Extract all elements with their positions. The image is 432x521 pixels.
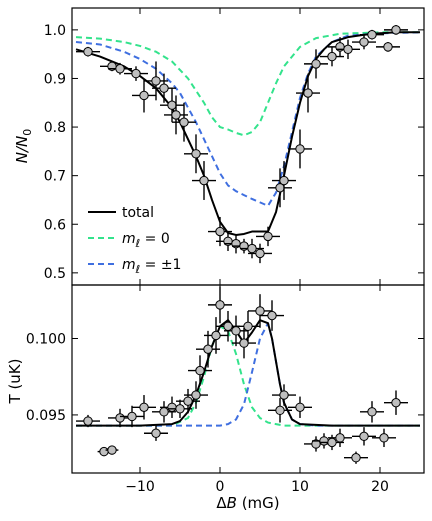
x-tick-label: 10 bbox=[291, 479, 309, 495]
bottom-data-point bbox=[175, 404, 185, 414]
top-data-point bbox=[167, 100, 177, 110]
bottom-data-point bbox=[151, 428, 161, 438]
bottom-data-point bbox=[183, 396, 193, 406]
bottom-data-point bbox=[203, 344, 213, 354]
top-data-point bbox=[199, 175, 209, 186]
top-data-point bbox=[83, 47, 93, 57]
top-data-point bbox=[179, 117, 189, 127]
top-data-point bbox=[303, 88, 313, 98]
bottom-data-point bbox=[327, 437, 337, 448]
bottom-data-point bbox=[351, 453, 361, 463]
top-data-point bbox=[279, 175, 289, 186]
x-tick-label: −10 bbox=[125, 479, 155, 495]
bottom-data-point bbox=[115, 413, 125, 423]
top-data-point bbox=[255, 248, 265, 259]
bottom-data-point bbox=[127, 411, 137, 422]
top-data-point bbox=[151, 76, 161, 86]
top-data-point bbox=[343, 44, 353, 55]
bottom-panel: 0.095 0.100 −10 0 10 20 T (uK) ΔB (mG) bbox=[6, 284, 425, 512]
bottom-y-axis-label: T (uK) bbox=[6, 359, 24, 405]
top-data-point bbox=[247, 243, 257, 254]
top-y-tick-label: 0.9 bbox=[44, 71, 66, 87]
top-data-point bbox=[159, 83, 169, 93]
bottom-data-point bbox=[159, 407, 169, 417]
top-data-points bbox=[76, 25, 408, 264]
top-data-point bbox=[139, 90, 149, 101]
bottom-data-point bbox=[319, 436, 329, 446]
bottom-data-point bbox=[255, 306, 265, 316]
bottom-data-point bbox=[211, 330, 221, 341]
bottom-data-points bbox=[76, 286, 408, 464]
bottom-y-tick-label: 0.095 bbox=[26, 408, 66, 424]
x-axis-label: ΔB (mG) bbox=[216, 494, 279, 512]
bottom-data-point bbox=[275, 405, 285, 416]
top-y-tick-label: 0.8 bbox=[44, 120, 66, 136]
bottom-data-point bbox=[267, 310, 277, 321]
bottom-data-point bbox=[195, 365, 205, 376]
top-data-point bbox=[131, 68, 141, 79]
legend: total mℓ = 0 mℓ = ±1 bbox=[88, 205, 181, 276]
bottom-y-tick-label: 0.100 bbox=[26, 331, 66, 347]
bottom-data-point bbox=[295, 402, 305, 412]
top-y-tick-label: 0.7 bbox=[44, 169, 66, 185]
x-tick-label: 0 bbox=[216, 479, 225, 495]
legend-label-total: total bbox=[122, 205, 154, 221]
bottom-x-axis: −10 0 10 20 bbox=[125, 285, 389, 495]
top-y-axis: 0.5 0.6 0.7 0.8 0.9 1.0 bbox=[44, 23, 424, 282]
top-data-point bbox=[115, 64, 125, 74]
legend-label-m0: mℓ = 0 bbox=[122, 231, 170, 250]
top-data-point bbox=[263, 231, 273, 242]
bottom-data-point bbox=[231, 326, 241, 336]
legend-label-m1: mℓ = ±1 bbox=[122, 257, 181, 276]
bottom-data-point bbox=[311, 439, 321, 449]
bottom-plot-frame bbox=[71, 284, 425, 474]
top-data-point bbox=[391, 25, 401, 35]
top-data-point bbox=[311, 59, 321, 69]
top-y-tick-label: 0.6 bbox=[44, 217, 66, 233]
top-data-point bbox=[215, 226, 225, 237]
bottom-data-point bbox=[223, 321, 233, 331]
top-x-axis bbox=[139, 8, 381, 285]
bottom-data-point bbox=[191, 390, 201, 400]
top-series-m0 bbox=[75, 31, 420, 137]
bottom-y-axis: 0.095 0.100 bbox=[26, 331, 424, 424]
bottom-data-point bbox=[239, 338, 249, 348]
bottom-data-point bbox=[379, 433, 389, 443]
bottom-data-point bbox=[391, 397, 401, 408]
top-data-point bbox=[327, 51, 337, 62]
bottom-data-point bbox=[215, 300, 225, 310]
bottom-data-point bbox=[139, 402, 149, 412]
top-data-point bbox=[359, 37, 369, 47]
bottom-data-point bbox=[335, 433, 345, 443]
bottom-data-point bbox=[99, 446, 109, 457]
top-panel: 0.5 0.6 0.7 0.8 0.9 1.0 N/N0 total mℓ = 0 mℓ … bbox=[13, 7, 425, 286]
top-data-point bbox=[367, 30, 377, 40]
top-data-point bbox=[295, 144, 305, 154]
top-y-axis-label: N/N0 bbox=[13, 129, 34, 164]
bottom-data-point bbox=[243, 321, 253, 331]
bottom-data-point bbox=[359, 431, 369, 442]
top-data-point bbox=[383, 42, 393, 52]
top-data-point bbox=[191, 149, 201, 159]
bottom-data-point bbox=[367, 407, 377, 417]
top-y-tick-label: 1.0 bbox=[44, 23, 66, 39]
top-y-tick-label: 0.5 bbox=[44, 266, 66, 282]
bottom-data-point bbox=[279, 390, 289, 400]
top-series-m1 bbox=[75, 31, 421, 207]
bottom-series-m0 bbox=[76, 325, 420, 427]
x-tick-label: 20 bbox=[371, 479, 389, 495]
top-data-point bbox=[171, 110, 181, 120]
bottom-data-point bbox=[83, 416, 93, 426]
bottom-data-point bbox=[167, 402, 177, 412]
bottom-data-point bbox=[107, 445, 117, 455]
